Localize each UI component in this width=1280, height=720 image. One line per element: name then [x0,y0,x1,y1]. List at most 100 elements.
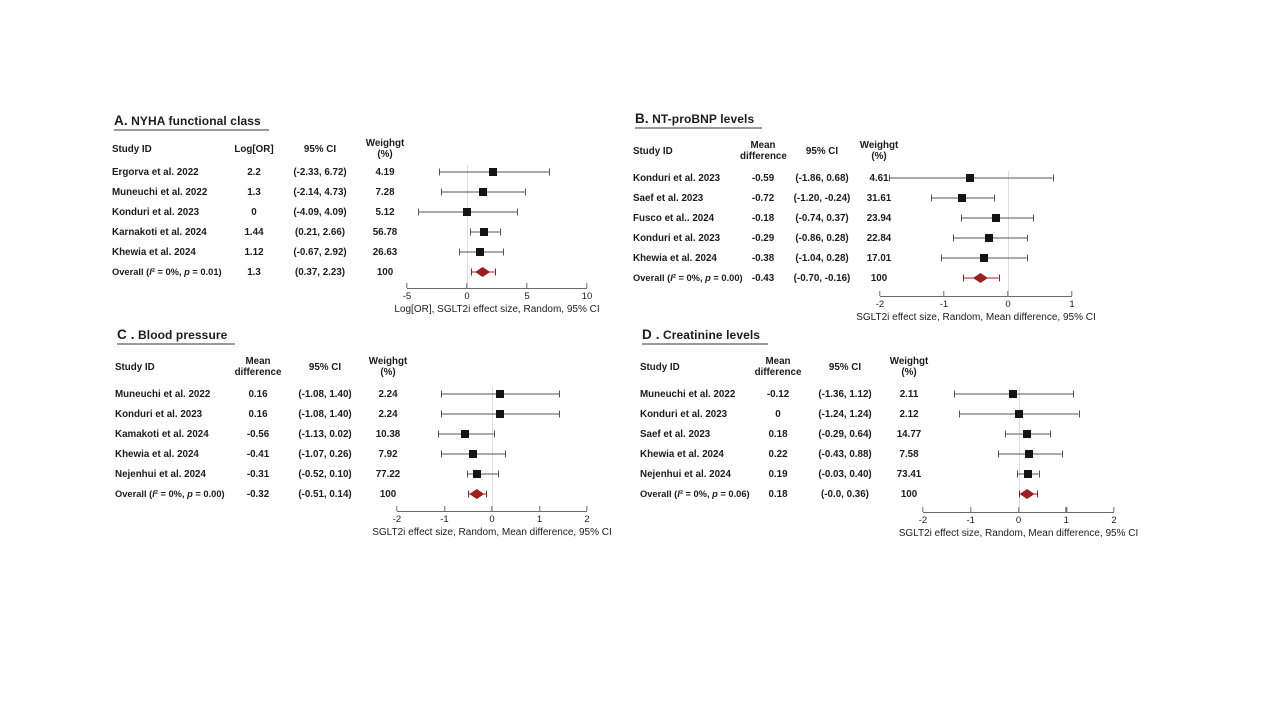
cell-ci: (-0.43, 0.88) [818,448,872,460]
cell-weight: 17.01 [866,252,892,264]
study-point-marker [473,470,482,478]
cell-ci: (-1.08, 1.40) [298,388,352,400]
plot-row [407,202,587,222]
cell-estimate: -0.56 [246,428,270,440]
plot-row [880,268,1072,288]
cell-estimate: -0.43 [751,272,775,284]
column-header-ci: 95% CI [308,361,342,373]
study-row: Konduri et al. 2023 0 (-4.09, 4.09) 5.12 [112,202,647,222]
cell-weight: 4.19 [375,166,395,178]
cell-ci: (-0.03, 0.40) [818,468,872,480]
panel-c: C . Blood pressure Study ID Mean differenc… [115,326,647,538]
panel-title: A. NYHA functional class [114,113,269,131]
plot-row [407,162,587,182]
axis-tick [538,505,541,511]
x-axis: -2 -1 0 1 2 [919,506,1117,529]
cell-ci: (-0.51, 0.14) [298,488,352,500]
plot-row [923,404,1114,424]
cell-weight: 100 [870,272,888,284]
study-row: Khewia et al. 2024 -0.38 (-1.04, 0.28) 17.0… [633,248,1132,268]
x-axis-label: SGLT2i effect size, Random, Mean differe… [898,528,1139,539]
cell-ci: (-0.0, 0.36) [821,488,869,500]
x-axis: -2 -1 0 1 2 [393,505,590,528]
cell-study: Khewia et al. 2024 [115,448,199,460]
cell-ci: (-2.14, 4.73) [293,186,347,198]
cell-estimate: 0.16 [248,408,268,420]
cell-study: Konduri et al. 2023 [633,172,721,184]
panel-body: Study ID Mean difference 95% CI Weighgt (%)… [115,350,647,538]
x-axis-label: Log[OR], SGLT2i effect size, Random, 95%… [394,304,600,315]
cell-ci: (-1.13, 0.02) [298,428,352,440]
cell-estimate: -0.59 [751,172,775,184]
axis-tick-label: -2 [918,515,928,526]
axis-tick [1065,506,1067,512]
panel-a: A. NYHA functional class Study ID Log[OR] 9… [112,112,647,315]
plot-row [407,222,587,242]
plot-row [407,242,587,262]
study-point-marker [979,254,988,262]
table-header-row: Study ID Mean difference 95% CI Weighgt (%) [633,134,1132,168]
study-point-marker [957,194,966,202]
cell-study: Overall (I² = 0%, p = 0.06) [640,489,750,499]
forest-table: Study ID Mean difference 95% CI Weighgt (%)… [640,350,1174,504]
axis-tick [466,282,468,288]
cell-weight: 100 [379,488,397,500]
plot-row [880,228,1072,248]
study-row: Konduri et al. 2023 0.16 (-1.08, 1.40) 2.24 [115,404,647,424]
cell-estimate: 2.2 [247,166,261,178]
axis-tick [396,505,398,511]
cell-study: Fusco et al.. 2024 [633,212,715,224]
axis-tick [1007,290,1009,296]
axis-tick-label: 0 [1005,299,1011,310]
cell-estimate: -0.41 [246,448,270,460]
cell-estimate: 0.22 [768,448,788,460]
column-header-ci: 95% CI [805,145,839,157]
panel-title: C . Blood pressure [117,327,236,345]
study-row: Muneuchi et al. 2022 1.3 (-2.14, 4.73) 7.28 [112,182,647,202]
axis-tick-label: 1 [1069,299,1075,310]
cell-study: Nejenhui et al. 2024 [115,468,206,480]
overall-row: Overall (I² = 0%, p = 0.01) 1.3 (0.37, 2.2… [112,262,647,282]
cell-weight: 2.24 [378,388,398,400]
column-header-weight: Weighgt (%) [368,356,408,378]
cell-weight: 7.58 [899,448,919,460]
cell-study: Khewia et al. 2024 [633,252,717,264]
study-row: Khewia et al. 2024 1.12 (-0.67, 2.92) 26.63 [112,242,647,262]
cell-study: Ergorva et al. 2022 [112,166,199,178]
plot-row [923,384,1114,404]
cell-study: Saef et al. 2023 [633,192,704,204]
study-row: Nejenhui et al. 2024 0.19 (-0.03, 0.40) 73.… [640,464,1174,484]
cell-study: Saef et al. 2023 [640,428,711,440]
axis-tick [970,506,972,512]
plot-row [407,182,587,202]
cell-weight: 31.61 [866,192,892,204]
x-axis: -2 -1 0 1 [876,290,1075,313]
zero-refline [467,165,468,288]
overall-row: Overall (I² = 0%, p = 0.06) 0.18 (-0.0, 0.… [640,484,1174,504]
forest-table: Study ID Mean difference 95% CI Weighgt (%)… [115,350,647,504]
axis-tick-label: 0 [1015,515,1022,526]
axis-tick-label: 10 [581,291,593,302]
cell-ci: (-1.04, 0.28) [795,252,849,264]
cell-estimate: 0.18 [768,488,788,500]
plot-row [923,444,1114,464]
axis-tick-label: 5 [524,291,530,302]
table-header-row: Study ID Mean difference 95% CI Weighgt (%) [115,350,647,384]
panel-title-letter: A. [114,113,128,128]
axis-tick [443,505,446,511]
ci-whisker [467,470,499,478]
cell-estimate: 1.12 [244,246,264,258]
cell-weight: 10.38 [375,428,401,440]
cell-weight: 2.24 [378,408,398,420]
panel-body: Study ID Mean difference 95% CI Weighgt (%)… [640,350,1174,539]
study-point-marker [1025,450,1033,458]
study-point-marker [1023,430,1032,438]
overall-diamond-marker [1019,489,1035,499]
cell-weight: 26.63 [372,246,398,258]
panel-d: D . Creatinine levels Study ID Mean differ… [640,326,1174,539]
plot-row [880,248,1072,268]
cell-estimate: -0.12 [766,388,790,400]
cell-estimate: -0.32 [246,488,270,500]
cell-estimate: 1.44 [244,226,264,238]
